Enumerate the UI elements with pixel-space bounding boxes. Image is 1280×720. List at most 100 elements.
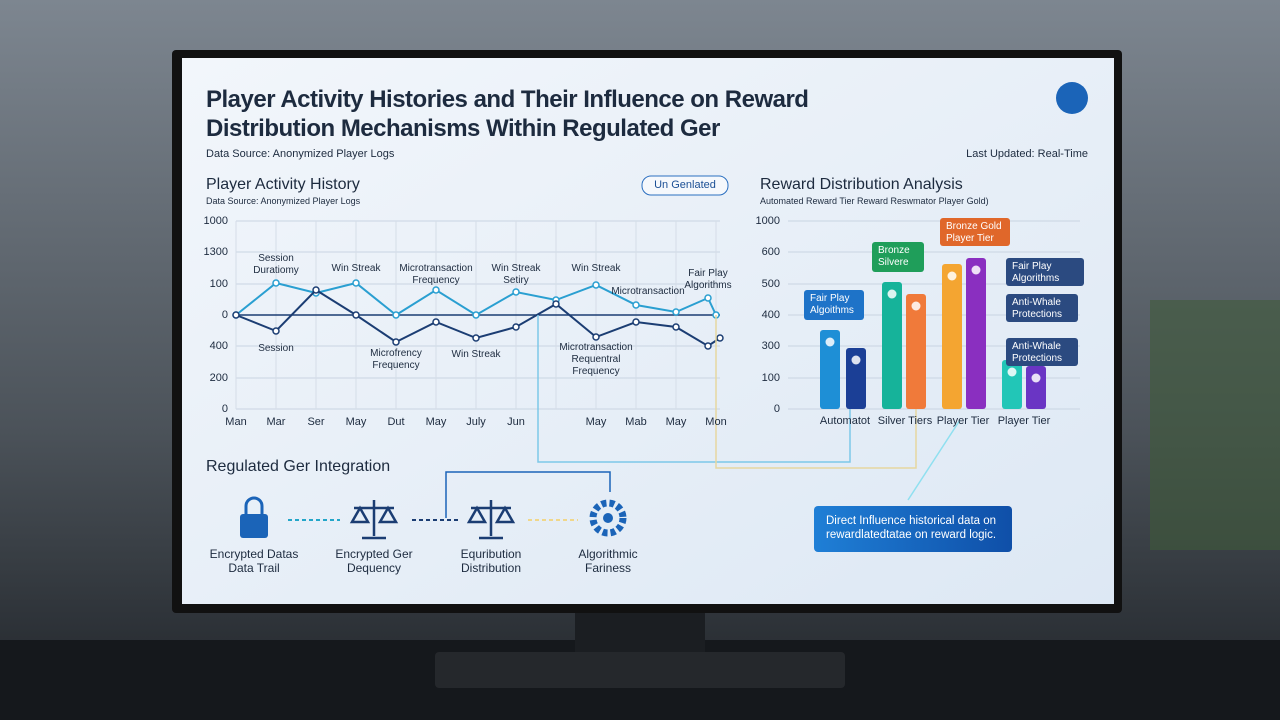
- callout-box: [1006, 258, 1084, 286]
- annotation: Session Duratiomy: [253, 253, 299, 276]
- point: [472, 311, 480, 319]
- point: [432, 286, 440, 294]
- y-tick-label: 0: [773, 403, 780, 415]
- x-tick-label: Player Tier: [936, 415, 990, 427]
- callout-text: Direct Influence historical data on rewa…: [826, 515, 997, 541]
- x-tick-label: Silver Tiers: [877, 415, 933, 427]
- graphics: [232, 218, 1084, 552]
- node-label: Encrypted Ger Dequency: [335, 547, 413, 576]
- x-tick-label: July: [466, 416, 486, 428]
- connector: [907, 419, 961, 501]
- callout-label: Bronze Gold Player Tier: [946, 221, 1002, 244]
- bar-dot: [851, 355, 861, 365]
- point: [272, 279, 280, 287]
- gear-hub: [603, 513, 613, 523]
- bar-dot: [947, 271, 957, 281]
- point: [716, 334, 724, 342]
- source: Data Source: Anonymized Player Logs: [206, 148, 395, 160]
- point: [352, 311, 360, 319]
- y-tick-label: 300: [761, 340, 780, 352]
- annotation: Win Streak: [331, 263, 381, 274]
- annotation: Fair Play Algorithms: [684, 268, 732, 291]
- x-tick-label: Dut: [387, 416, 405, 428]
- bar-dot: [911, 301, 921, 311]
- point: [392, 338, 400, 346]
- point: [592, 281, 600, 289]
- x-tick-label: Mar: [266, 416, 286, 428]
- callout-box: [1006, 338, 1078, 366]
- bar: [906, 294, 926, 409]
- bar: [942, 264, 962, 409]
- monitor-neck: [575, 612, 705, 657]
- callout-box: [1006, 294, 1078, 322]
- callout-box: [940, 218, 1010, 246]
- y-tick-label: 500: [761, 278, 780, 290]
- connector: [445, 471, 611, 518]
- point: [704, 294, 712, 302]
- point: [512, 288, 520, 296]
- annotation: Microfrency Frequency: [370, 348, 422, 371]
- bar-dot: [825, 337, 835, 347]
- bar: [1026, 366, 1046, 409]
- callout-label: Bronze Silvere: [878, 245, 910, 268]
- x-tick-label: May: [665, 416, 687, 428]
- bar: [882, 282, 902, 409]
- bar-dot: [1031, 373, 1041, 383]
- point: [592, 333, 600, 341]
- section-title: Regulated Ger Integration: [206, 458, 391, 475]
- point: [512, 323, 520, 331]
- callout-label: Fair Play Algoithms: [810, 293, 854, 316]
- annotation: Microtransaction Frequency: [399, 263, 473, 286]
- y-tick-label: 1000: [203, 215, 228, 227]
- connector: [715, 315, 917, 469]
- x-tick-label: Ser: [307, 416, 325, 428]
- monitor-base: [435, 652, 845, 688]
- line: [235, 288, 721, 348]
- icon-button[interactable]: [1056, 82, 1088, 114]
- callout-box: [872, 242, 924, 272]
- bar: [966, 258, 986, 409]
- bar-dot: [1007, 367, 1017, 377]
- y-tick-label: 100: [761, 372, 780, 384]
- point: [432, 318, 440, 326]
- annotation: Microtransaction: [611, 286, 685, 297]
- bar: [1002, 360, 1022, 409]
- section-title: Player Activity History: [206, 176, 360, 193]
- connector: [537, 315, 851, 463]
- point: [312, 286, 320, 294]
- gear-icon: [589, 499, 627, 537]
- plant: [1150, 300, 1280, 550]
- lock-icon: [240, 514, 268, 538]
- point: [672, 323, 680, 331]
- annotation: Win Streak: [451, 349, 501, 360]
- annotation: Microtransaction Requentral Frequency: [559, 342, 633, 377]
- bar-dot: [971, 265, 981, 275]
- x-tick-label: Man: [225, 416, 247, 428]
- point: [552, 300, 560, 308]
- x-tick-label: May: [425, 416, 447, 428]
- x-tick-label: May: [345, 416, 367, 428]
- x-tick-label: Player Tier: [997, 415, 1051, 427]
- point: [672, 308, 680, 316]
- x-tick-label: Mon: [705, 416, 727, 428]
- annotation: Session: [258, 343, 294, 354]
- node-label: Encrypted Datas Data Trail: [209, 547, 299, 576]
- annotation: Win Streak: [571, 263, 621, 274]
- section-subtitle: Automated Reward Tier Reward Reswmator P…: [760, 196, 989, 206]
- lock-shackle: [244, 496, 264, 514]
- bar-dot: [887, 289, 897, 299]
- updated: Last Updated: Real-Time: [966, 148, 1088, 160]
- callout-label: Anti-Whale Protections: [1012, 341, 1063, 364]
- y-tick-label: 400: [761, 309, 780, 321]
- scale-icon: [466, 500, 516, 540]
- callout-box: [804, 290, 864, 320]
- x-tick-label: Jun: [507, 416, 525, 428]
- callout-panel: [814, 506, 1012, 552]
- callout-label: Fair Play Algorithms: [1012, 261, 1060, 284]
- y-tick-label: 200: [209, 372, 228, 384]
- point: [704, 342, 712, 350]
- node-label: Equribution Distribution: [460, 547, 522, 576]
- y-tick-label: 600: [761, 246, 780, 258]
- y-tick-label: 400: [209, 340, 228, 352]
